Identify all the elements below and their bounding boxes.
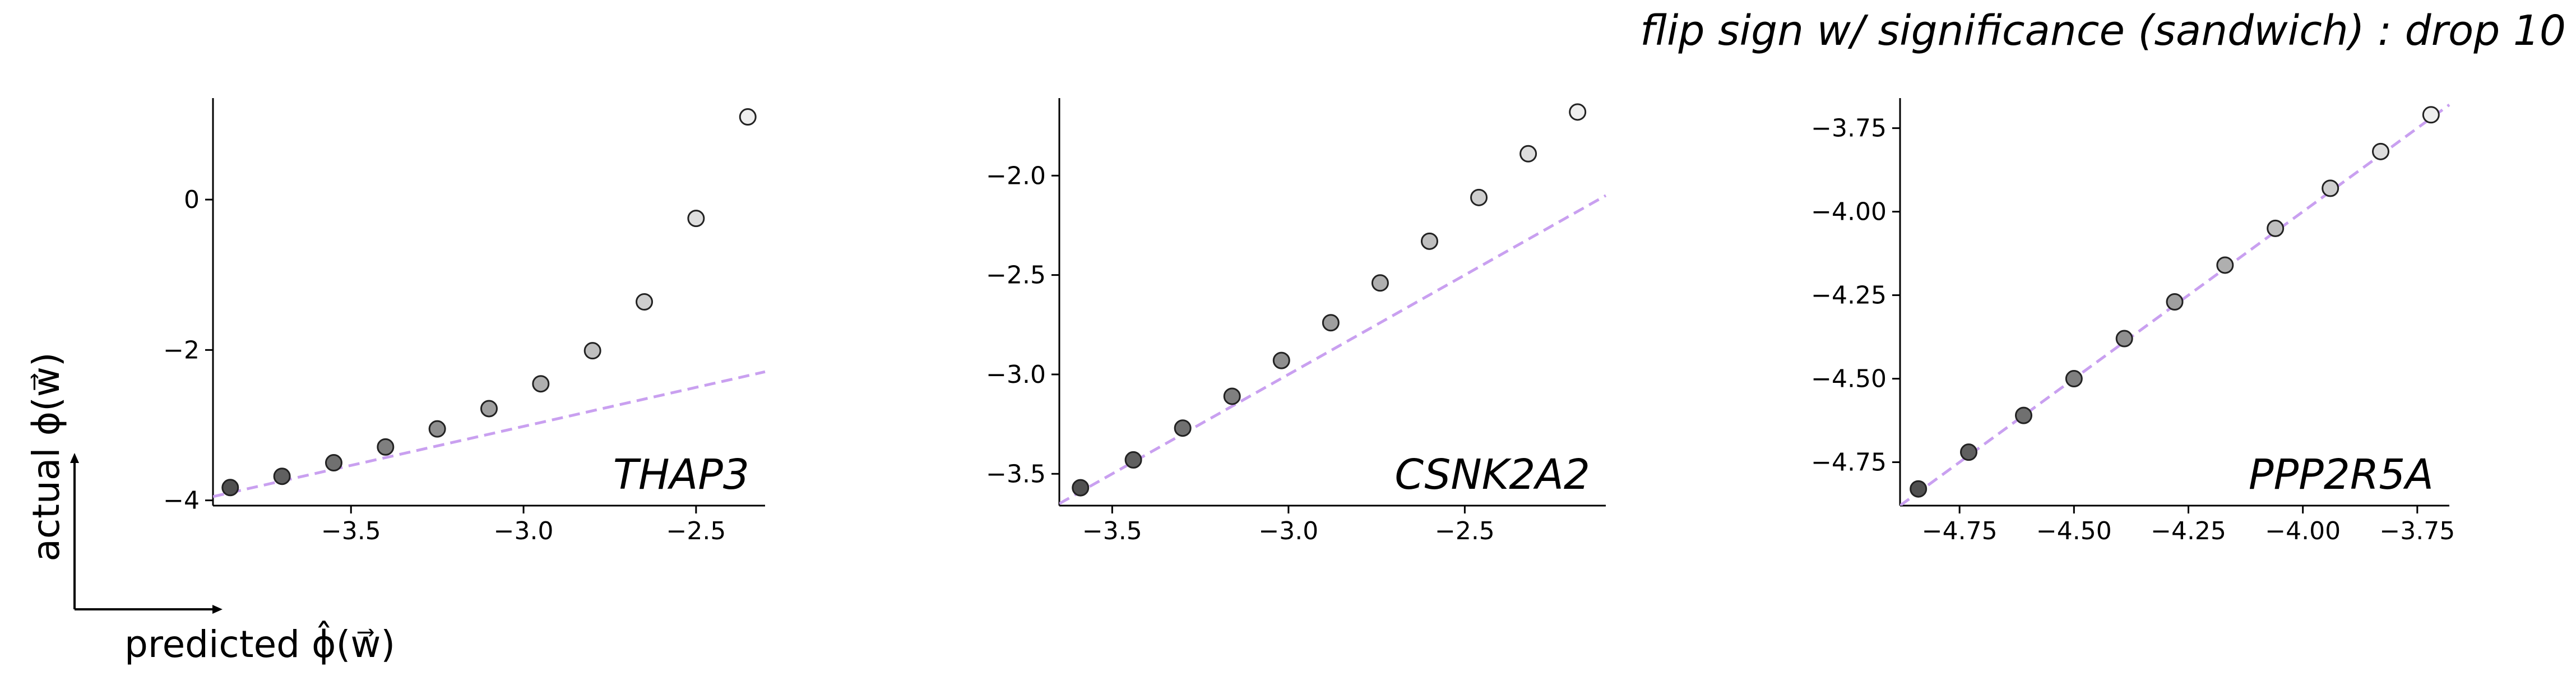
data-point [2322, 179, 2339, 197]
data-point [1420, 232, 1438, 250]
y-tick-label: −2 [163, 336, 200, 364]
data-point [1569, 103, 1587, 121]
x-tick-label: −3.5 [1082, 517, 1142, 545]
y-tick-label: −4.50 [1811, 365, 1887, 394]
x-tick-label: −4.75 [1922, 517, 1998, 545]
y-tick-label: −3.5 [986, 460, 1046, 488]
x-tick-label: −3.5 [321, 517, 381, 545]
data-point [2422, 106, 2440, 124]
data-point [1519, 145, 1537, 163]
x-tick-label: −2.5 [666, 517, 726, 545]
data-point [687, 210, 705, 228]
data-point [1272, 351, 1290, 369]
data-point [1072, 479, 1090, 497]
y-tick-label: −2.0 [986, 161, 1046, 190]
corner-y-arrowhead [70, 453, 79, 463]
y-tick-label: −3.0 [986, 360, 1046, 389]
x-tick-label: −2.5 [1435, 517, 1495, 545]
y-tick-label: 0 [184, 186, 200, 214]
y-tick-label: −4.25 [1811, 281, 1887, 310]
data-point [428, 420, 446, 438]
data-point [583, 342, 601, 360]
corner-x-arrowhead [212, 605, 223, 614]
data-point [636, 293, 654, 311]
data-point [377, 438, 395, 456]
data-point [273, 468, 291, 485]
y-tick-label: −2.5 [986, 261, 1046, 290]
data-point [1124, 451, 1142, 469]
data-point [1371, 274, 1389, 292]
data-point [739, 108, 757, 126]
scatter-panel-ppp2r5a: −4.75 −4.50 −4.25 −4.00 −3.75 −4.75 −4.50 −4.25… [1811, 98, 2455, 545]
corner-axes-guide: predicted ϕ̂(w⃗) actual ϕ(w⃗) [25, 352, 395, 666]
data-point [2115, 330, 2133, 348]
data-point [2015, 406, 2032, 424]
corner-xlabel: predicted ϕ̂(w⃗) [124, 621, 395, 666]
data-point [532, 375, 550, 393]
figure-title: flip sign w/ significance (sandwich) : d… [1640, 7, 2566, 55]
data-point [325, 454, 342, 472]
panel-label: THAP3 [613, 451, 749, 499]
data-point [2166, 293, 2184, 311]
data-point [2216, 256, 2234, 274]
data-point [1960, 443, 1977, 461]
corner-ylabel: actual ϕ(w⃗) [25, 352, 68, 561]
x-tick-label: −3.0 [1258, 517, 1318, 545]
data-point [1470, 188, 1488, 206]
data-point [221, 479, 239, 497]
data-point [1223, 387, 1241, 405]
data-point [1322, 314, 1340, 332]
data-point [2372, 142, 2389, 160]
scatter-panel-thap3: −3.5 −3.0 −2.5 −4 −2 0 THAP3 [163, 98, 766, 545]
y-tick-label: −4.75 [1811, 448, 1887, 477]
x-tick-label: −4.25 [2151, 517, 2226, 545]
fit-line [213, 370, 766, 498]
x-tick-label: −4.00 [2265, 517, 2341, 545]
data-point [1174, 419, 1192, 437]
x-tick-label: −3.75 [2379, 517, 2455, 545]
panel-label: PPP2R5A [2249, 451, 2434, 499]
y-tick-label: −4 [163, 487, 200, 515]
data-point [2267, 219, 2285, 237]
x-tick-label: −4.50 [2036, 517, 2112, 545]
panel-label: CSNK2A2 [1394, 451, 1590, 499]
y-tick-label: −3.75 [1811, 114, 1887, 143]
data-point [480, 400, 498, 418]
data-point [2065, 370, 2083, 388]
scatter-panel-csnk2a2: −3.5 −3.0 −2.5 −3.5 −3.0 −2.5 −2.0 CSNK2A2 [986, 98, 1607, 545]
x-tick-label: −3.0 [494, 517, 554, 545]
y-tick-label: −4.00 [1811, 198, 1887, 226]
data-point [1910, 480, 1928, 498]
fit-line [1059, 194, 1607, 505]
